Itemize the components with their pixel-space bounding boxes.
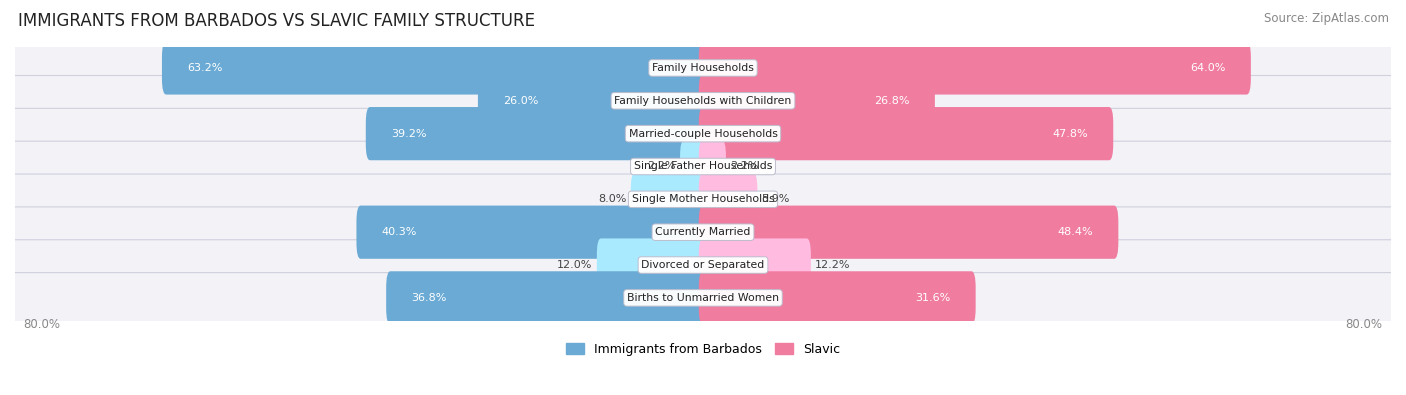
Text: 63.2%: 63.2% xyxy=(187,63,222,73)
Text: 64.0%: 64.0% xyxy=(1189,63,1226,73)
Text: 2.2%: 2.2% xyxy=(647,162,676,171)
Text: Divorced or Separated: Divorced or Separated xyxy=(641,260,765,270)
FancyBboxPatch shape xyxy=(699,107,1114,160)
Text: Source: ZipAtlas.com: Source: ZipAtlas.com xyxy=(1264,12,1389,25)
FancyBboxPatch shape xyxy=(13,141,1393,192)
FancyBboxPatch shape xyxy=(681,140,707,193)
Text: 26.8%: 26.8% xyxy=(875,96,910,106)
FancyBboxPatch shape xyxy=(13,174,1393,225)
Text: 12.0%: 12.0% xyxy=(557,260,592,270)
FancyBboxPatch shape xyxy=(13,273,1393,323)
FancyBboxPatch shape xyxy=(357,205,707,259)
Text: 26.0%: 26.0% xyxy=(503,96,538,106)
Text: 12.2%: 12.2% xyxy=(815,260,851,270)
Text: Single Father Households: Single Father Households xyxy=(634,162,772,171)
Text: Births to Unmarried Women: Births to Unmarried Women xyxy=(627,293,779,303)
Text: 36.8%: 36.8% xyxy=(412,293,447,303)
Text: Single Mother Households: Single Mother Households xyxy=(631,194,775,204)
FancyBboxPatch shape xyxy=(13,43,1393,93)
Text: 47.8%: 47.8% xyxy=(1052,129,1088,139)
FancyBboxPatch shape xyxy=(699,173,758,226)
FancyBboxPatch shape xyxy=(699,239,811,292)
Text: Family Households with Children: Family Households with Children xyxy=(614,96,792,106)
Legend: Immigrants from Barbados, Slavic: Immigrants from Barbados, Slavic xyxy=(565,343,841,356)
Text: 31.6%: 31.6% xyxy=(915,293,950,303)
FancyBboxPatch shape xyxy=(13,75,1393,126)
Text: Family Households: Family Households xyxy=(652,63,754,73)
Text: 5.9%: 5.9% xyxy=(762,194,790,204)
FancyBboxPatch shape xyxy=(699,140,725,193)
FancyBboxPatch shape xyxy=(631,173,707,226)
FancyBboxPatch shape xyxy=(13,207,1393,258)
FancyBboxPatch shape xyxy=(478,74,707,128)
Text: 80.0%: 80.0% xyxy=(1346,318,1382,331)
Text: 39.2%: 39.2% xyxy=(391,129,427,139)
FancyBboxPatch shape xyxy=(366,107,707,160)
Text: Married-couple Households: Married-couple Households xyxy=(628,129,778,139)
FancyBboxPatch shape xyxy=(699,41,1251,94)
Text: 40.3%: 40.3% xyxy=(382,227,418,237)
FancyBboxPatch shape xyxy=(387,271,707,324)
FancyBboxPatch shape xyxy=(13,240,1393,290)
FancyBboxPatch shape xyxy=(596,239,707,292)
FancyBboxPatch shape xyxy=(13,108,1393,159)
Text: IMMIGRANTS FROM BARBADOS VS SLAVIC FAMILY STRUCTURE: IMMIGRANTS FROM BARBADOS VS SLAVIC FAMIL… xyxy=(18,12,536,30)
FancyBboxPatch shape xyxy=(162,41,707,94)
Text: Currently Married: Currently Married xyxy=(655,227,751,237)
Text: 8.0%: 8.0% xyxy=(598,194,627,204)
FancyBboxPatch shape xyxy=(699,271,976,324)
Text: 80.0%: 80.0% xyxy=(24,318,60,331)
FancyBboxPatch shape xyxy=(699,205,1118,259)
Text: 48.4%: 48.4% xyxy=(1057,227,1092,237)
FancyBboxPatch shape xyxy=(699,74,935,128)
Text: 2.2%: 2.2% xyxy=(730,162,759,171)
